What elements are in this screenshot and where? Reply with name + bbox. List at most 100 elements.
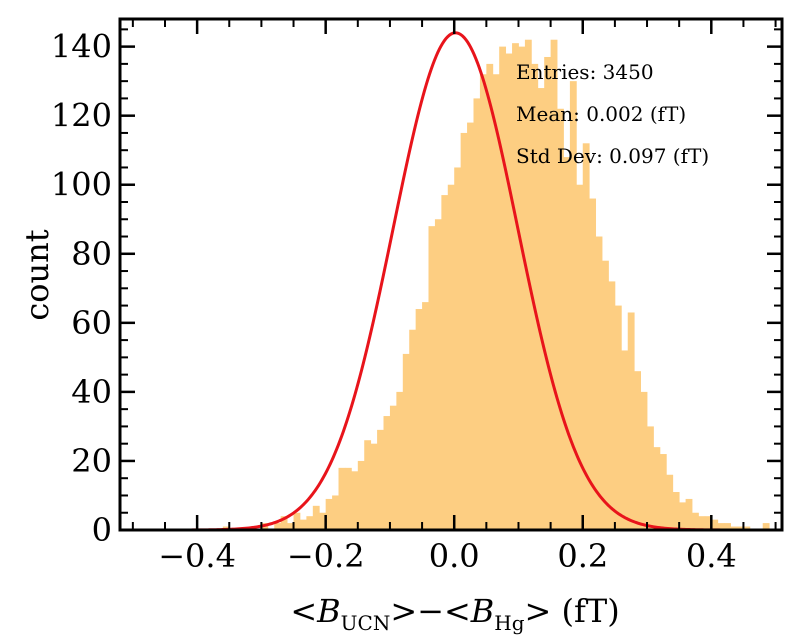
histogram-bars — [222, 39, 770, 531]
x-tick-label: −0.2 — [287, 537, 365, 575]
x-label-subscript-1: UCN — [341, 611, 391, 635]
x-axis-label: <BUCN>−<BHg> (fT) — [290, 592, 619, 635]
histogram-bar — [505, 53, 513, 530]
y-tick-label: 80 — [71, 235, 112, 273]
y-tick-label: 20 — [71, 442, 112, 480]
histogram-bar — [428, 226, 436, 530]
histogram-bar — [717, 523, 725, 530]
histogram-bar — [557, 108, 564, 531]
histogram-bar — [737, 526, 744, 530]
histogram-bar — [634, 371, 641, 530]
histogram-bar — [679, 502, 686, 530]
histogram-bar — [692, 512, 699, 530]
histogram-bar — [402, 353, 410, 530]
histogram-bar — [512, 43, 519, 531]
histogram-bar — [351, 471, 359, 530]
y-tick-labels: 0 20 40 60 80 100 120 140 — [51, 28, 112, 549]
y-axis-label: count — [18, 229, 56, 320]
plot-frame — [118, 17, 784, 532]
histogram-bar — [325, 498, 333, 530]
histogram-bar — [312, 505, 320, 530]
histogram-bar — [595, 236, 603, 530]
histogram-bar — [576, 184, 584, 531]
histogram-bar — [582, 143, 590, 531]
y-tick-label: 100 — [51, 166, 112, 204]
x-label-symbol-1: B — [316, 592, 341, 630]
histogram-bar — [589, 198, 597, 531]
histogram-bar — [383, 416, 391, 530]
histogram-bar — [344, 467, 352, 530]
histogram-bar — [698, 516, 706, 530]
histogram-bar — [492, 74, 500, 531]
x-tick-label: −0.4 — [158, 537, 236, 575]
x-label-middle: >−< — [390, 592, 470, 630]
histogram-bar — [319, 512, 327, 530]
histogram-bar — [389, 405, 397, 530]
histogram-bar — [762, 523, 770, 530]
histogram-bar — [602, 260, 609, 530]
histogram-bar — [293, 512, 301, 530]
histogram-bar — [537, 88, 545, 531]
histogram-bar — [422, 302, 429, 530]
histogram-bar — [563, 157, 571, 531]
histogram-bar — [377, 429, 384, 530]
x-tick-label: 0.2 — [557, 537, 608, 575]
histogram-bar — [711, 519, 719, 530]
histogram-bar — [653, 447, 661, 530]
histogram-bar — [467, 122, 474, 530]
histogram-bar — [499, 46, 507, 531]
y-tick-label: 0 — [92, 511, 112, 549]
y-tick-label: 140 — [51, 28, 112, 66]
histogram-bar — [454, 167, 462, 530]
histogram-bar — [306, 516, 314, 530]
y-tick-label: 60 — [71, 304, 112, 342]
histogram-bar — [531, 63, 539, 530]
histogram-bar — [544, 56, 552, 530]
y-tick-label: 120 — [51, 97, 112, 135]
histogram-bar — [370, 443, 378, 530]
x-label-subscript-2: Hg — [494, 611, 524, 635]
histogram-bar — [627, 312, 635, 530]
histogram-bar — [287, 523, 294, 530]
x-tick-label: 0.4 — [686, 537, 737, 575]
histogram-bar — [460, 132, 468, 530]
histogram-bar — [447, 184, 455, 531]
histogram-bar — [364, 440, 372, 530]
x-label-symbol-2: B — [470, 592, 495, 630]
histogram-bar — [473, 98, 481, 530]
x-label-open: < — [290, 592, 317, 630]
histogram-bar — [666, 474, 674, 530]
histogram-bar — [486, 63, 494, 530]
histogram-bar — [608, 281, 616, 530]
stats-std-dev: Std Dev: 0.097 (fT) — [516, 144, 709, 168]
histogram-bar — [441, 195, 449, 530]
histogram-bar — [685, 498, 693, 530]
histogram-bar — [647, 426, 654, 530]
histogram-bar — [743, 526, 751, 530]
histogram-bar — [409, 329, 417, 530]
x-tick-label: 0.0 — [429, 537, 480, 575]
histogram-bar — [518, 46, 526, 531]
histogram-bar — [704, 516, 712, 530]
histogram-bar — [434, 219, 442, 530]
histogram-bar — [415, 309, 423, 530]
histogram-bar — [730, 526, 738, 530]
histogram-bar — [274, 523, 282, 530]
histogram-bar — [724, 523, 731, 530]
histogram-bar — [357, 460, 365, 530]
histogram-bar — [569, 81, 577, 531]
x-label-close: > (fT) — [525, 592, 620, 630]
histogram-bar — [659, 454, 667, 530]
histogram-bar — [332, 495, 339, 530]
histogram-bar — [614, 305, 622, 530]
histogram-bar — [550, 39, 558, 530]
histogram-bar — [299, 519, 307, 530]
stats-entries: Entries: 3450 — [516, 60, 654, 84]
histogram-bar — [338, 467, 346, 530]
histogram-bar — [396, 391, 404, 530]
histogram-bar — [479, 74, 487, 531]
histogram-bar — [280, 516, 288, 530]
histogram-bar — [621, 350, 629, 530]
histogram-bar — [672, 492, 680, 530]
